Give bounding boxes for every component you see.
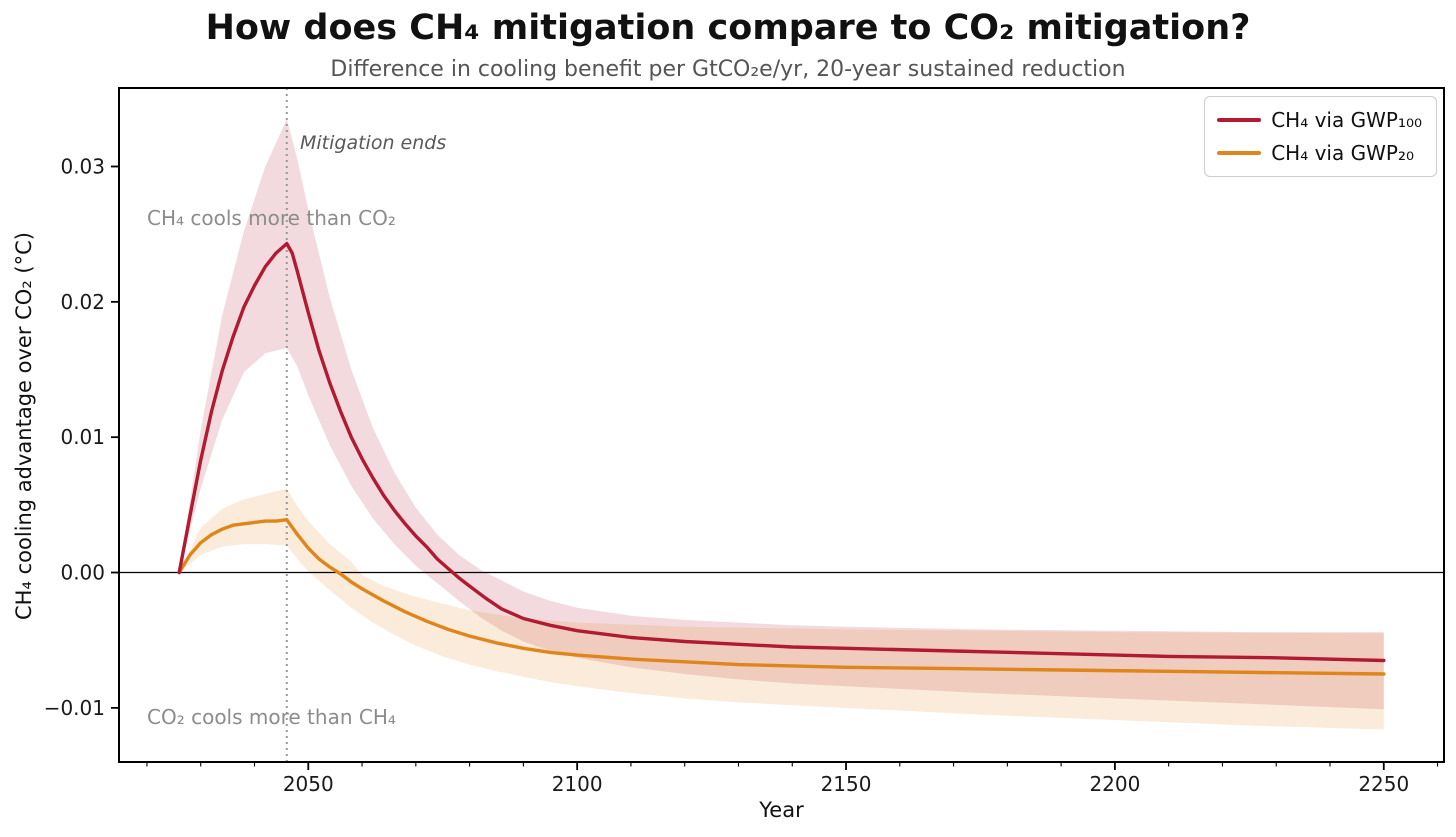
x-tick-label: 2100	[552, 772, 603, 796]
x-tick-label: 2150	[821, 772, 872, 796]
y-tick-label: 0.02	[60, 290, 105, 314]
annotation-ch4-cools-more: CH₄ cools more than CO₂	[147, 206, 396, 230]
x-axis-label: Year	[759, 798, 804, 822]
y-tick-label: 0.03	[60, 154, 105, 178]
x-tick-label: 2200	[1089, 772, 1140, 796]
legend-label-gwp100: CH₄ via GWP₁₀₀	[1271, 108, 1422, 132]
uncertainty-band-gwp20	[179, 488, 1384, 730]
y-axis-label: CH₄ cooling advantage over CO₂ (°C)	[12, 232, 36, 620]
series-line-gwp20	[177, 518, 1386, 676]
plot-spines	[118, 87, 1445, 763]
legend-line-swatch-gwp20	[1217, 151, 1262, 155]
legend-item-gwp100: CH₄ via GWP₁₀₀	[1217, 108, 1422, 132]
y-tick-label: 0.00	[60, 561, 105, 585]
x-tick-label: 2050	[283, 772, 334, 796]
legend-line-swatch-gwp100	[1217, 118, 1262, 122]
annotation-mitigation-ends: Mitigation ends	[300, 132, 447, 154]
chart-title: How does CH₄ mitigation compare to CO₂ m…	[205, 8, 1251, 48]
series-line-gwp100	[177, 241, 1386, 663]
uncertainty-band-gwp100	[179, 119, 1384, 710]
annotation-co2-cools-more: CO₂ cools more than CH₄	[147, 705, 396, 729]
y-tick-label: 0.01	[60, 425, 105, 449]
x-tick-label: 2250	[1358, 772, 1409, 796]
y-tick-label: −0.01	[44, 696, 105, 720]
chart-subtitle: Difference in cooling benefit per GtCO₂e…	[330, 57, 1126, 82]
legend: CH₄ via GWP₁₀₀ CH₄ via GWP₂₀	[1204, 96, 1437, 177]
legend-label-gwp20: CH₄ via GWP₂₀	[1271, 141, 1414, 165]
legend-item-gwp20: CH₄ via GWP₂₀	[1217, 141, 1422, 165]
